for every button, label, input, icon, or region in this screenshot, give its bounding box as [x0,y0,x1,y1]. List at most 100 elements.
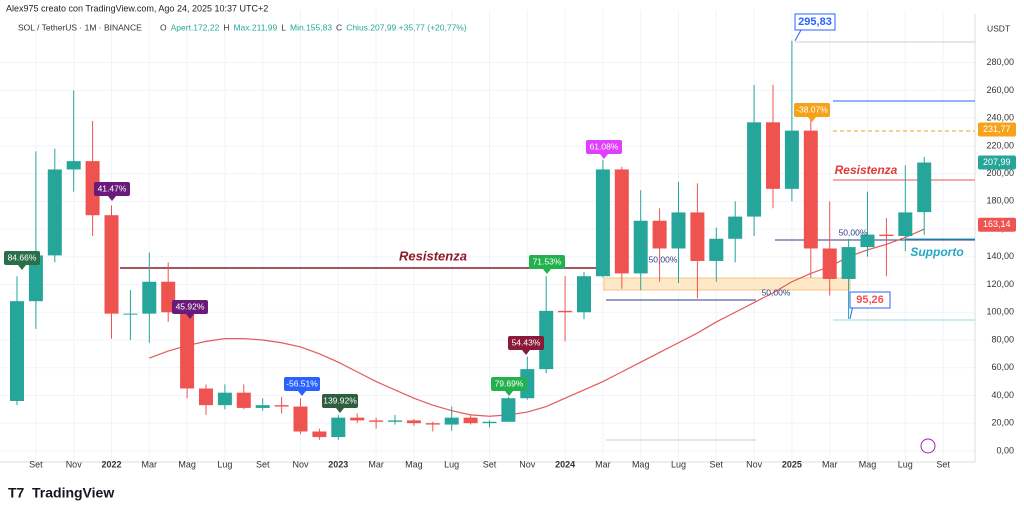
x-tick-label: 2023 [328,459,348,469]
candle-body [444,417,459,425]
candle-body [236,392,251,408]
annotation-tip [336,408,344,413]
ohlc-field: H [223,22,229,32]
candle-body [331,417,346,438]
marker-pointer [794,29,802,41]
annotation-bg [172,300,208,314]
candle-body [558,310,573,313]
x-tick-label: 2024 [555,459,575,469]
annotation-tip [108,196,116,201]
candle-body [501,398,516,422]
candle-body [595,169,610,277]
annotation-bg [322,394,358,408]
annotation: -38.07% [796,104,828,114]
x-tick-label: Set [483,459,497,469]
x-tick-label: Lug [217,459,232,469]
candle-body [388,420,402,422]
annotation-tip [808,117,816,122]
zone [603,277,851,291]
annotation-tip [18,265,26,270]
candle-body [350,417,365,421]
x-tick-label: Mag [178,459,196,469]
price-label-bg [978,155,1016,170]
annotation: 79.69% [495,378,524,388]
annotation-bg [284,377,320,391]
unit: USDT [987,23,1010,33]
drawing-text: Supporto [910,245,963,259]
candle-body [463,417,478,424]
annotation-tip [186,314,194,319]
annotation-bg [508,336,544,350]
price-label-bg [978,217,1016,232]
drawing-text: 50,00% [839,227,868,237]
x-tick-label: Mar [368,459,384,469]
ma-line [149,228,925,417]
candle-body [614,169,629,274]
candle-body [482,421,497,424]
candle-body [406,420,421,424]
annotation-tip [505,391,513,396]
annotation-tip [298,391,306,396]
candle-body [803,130,818,249]
icon [920,438,936,454]
candle-body [85,161,100,216]
candle-body [766,122,780,189]
candle-body [28,255,43,302]
drawings [120,41,975,441]
candle-body [917,162,932,213]
annotation: 61.08% [590,141,619,151]
ohlc-field: C [336,22,342,32]
y-tick-label: 80,00 [991,334,1014,344]
marker-label: 95,26 [856,294,884,306]
candle-body [180,312,195,389]
y-tick-label: 20,00 [991,418,1014,428]
ohlc-field: Apert.172,22 [171,22,220,32]
candle-body [293,406,308,432]
candle-body [47,169,62,256]
x-tick-label: Nov [292,459,309,469]
y-tick-label: 60,00 [991,362,1014,372]
ohlc-field: O [160,22,167,32]
candle-body [709,238,724,261]
candle-body [425,423,440,425]
candle-body [369,420,384,422]
y-tick-label: 200,00 [986,168,1014,178]
price-label: 163,14 [983,219,1011,229]
x-tick-label: Lug [671,459,686,469]
candle-body [841,247,856,279]
candle-body [274,405,289,407]
author: Alex975 creato con TradingView.com, Ago … [6,3,268,13]
y-tick-label: 40,00 [991,390,1014,400]
x-tick-label: Lug [898,459,913,469]
candle-body [633,220,648,274]
candle-body [690,212,705,261]
marker-box [794,13,836,31]
annotation-bg [529,255,565,269]
candle-body [123,313,138,315]
marker-label: 295,83 [798,16,832,28]
brand: TradingView [32,485,114,501]
price-label: 231,77 [983,124,1011,134]
ohlc-field: Min.155,83 [290,22,332,32]
annotation-bg [586,140,622,154]
price-label-bg [978,122,1016,137]
drawing-text: Resistenza [399,248,467,263]
ohlc-field: Max.211,99 [233,22,277,32]
annotation-tip [522,350,530,355]
candle-body [652,220,667,249]
x-tick-label: Nov [66,459,83,469]
x-tick-label: Mar [595,459,611,469]
x-tick-label: Lug [444,459,459,469]
candle-body [860,234,875,248]
symbol: SOL / TetherUS · 1M · BINANCE [18,22,142,32]
x-tick-label: Set [936,459,950,469]
y-tick-label: 260,00 [986,85,1014,95]
logo: T7 [8,485,25,501]
x-tick-label: 2025 [782,459,802,469]
annotation-bg [794,103,830,117]
annotation: 84.66% [8,252,37,262]
candle-body [161,281,176,313]
candle-body [312,431,327,438]
grid [0,10,975,462]
candle-body [898,212,913,236]
